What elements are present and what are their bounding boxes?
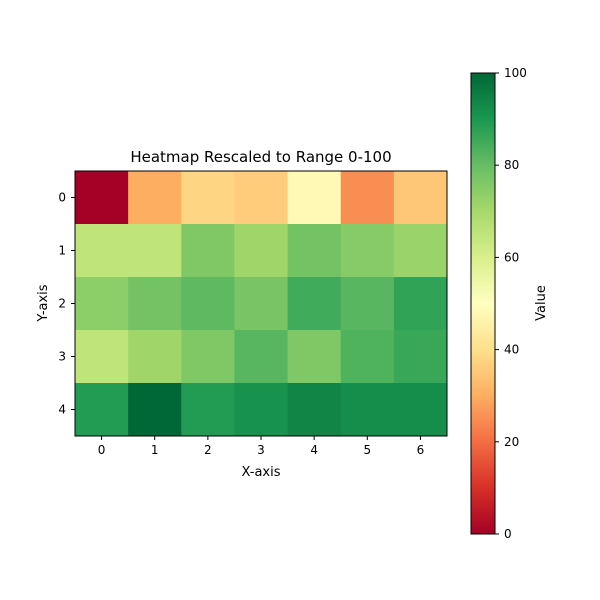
heatmap-cell-r1-c5 xyxy=(340,224,395,278)
x-tick-label: 4 xyxy=(310,443,318,457)
x-tick-label: 5 xyxy=(363,443,371,457)
heatmap-cell-r3-c2 xyxy=(181,330,235,384)
heatmap-cell-r4-c1 xyxy=(128,383,182,437)
colorbar-tick-label: 0 xyxy=(504,527,512,541)
heatmap-cell-r1-c3 xyxy=(234,224,288,278)
heatmap-cell-r4-c2 xyxy=(181,383,235,437)
heatmap-cell-r0-c1 xyxy=(128,171,182,225)
colorbar-tick-label: 100 xyxy=(504,66,527,80)
y-axis-label: Y-axis xyxy=(36,284,51,322)
heatmap-cell-r0-c0 xyxy=(75,171,129,225)
heatmap-cell-r2-c5 xyxy=(340,277,395,331)
x-tick-label: 1 xyxy=(151,443,159,457)
heatmap-cell-r3-c6 xyxy=(393,330,448,384)
heatmap-cell-r3-c5 xyxy=(340,330,395,384)
heatmap-cell-r2-c1 xyxy=(128,277,182,331)
colorbar-tick-label: 40 xyxy=(504,343,519,357)
colorbar-tick-label: 60 xyxy=(504,250,519,264)
heatmap-cell-r1-c0 xyxy=(75,224,129,278)
colorbar-tick-label: 20 xyxy=(504,435,519,449)
heatmap-cell-r1-c2 xyxy=(181,224,235,278)
x-axis-ticks: 0 1 2 3 4 5 6 xyxy=(98,436,424,457)
chart-title: Heatmap Rescaled to Range 0-100 xyxy=(130,148,391,166)
heatmap-cell-r1-c4 xyxy=(287,224,342,278)
heatmap-cell-r0-c5 xyxy=(340,171,395,225)
colorbar-tick-label: 80 xyxy=(504,158,519,172)
heatmap-cell-r4-c5 xyxy=(340,383,395,437)
heatmap-cell-r4-c6 xyxy=(393,383,448,437)
colorbar-ticks: 0 20 40 60 80 100 xyxy=(495,66,527,541)
heatmap-cell-r4-c0 xyxy=(75,383,129,437)
heatmap-cell-r2-c3 xyxy=(234,277,288,331)
heatmap-cell-r3-c0 xyxy=(75,330,129,384)
heatmap-cell-r4-c4 xyxy=(287,383,342,437)
heatmap-cell-r3-c4 xyxy=(287,330,342,384)
y-tick-label: 2 xyxy=(58,297,66,311)
y-axis-ticks: 0 1 2 3 4 xyxy=(58,191,75,417)
heatmap-cell-r2-c4 xyxy=(287,277,342,331)
heatmap-cell-r2-c0 xyxy=(75,277,129,331)
heatmap-cell-r0-c2 xyxy=(181,171,235,225)
heatmap-cells xyxy=(75,171,448,437)
colorbar xyxy=(470,72,496,535)
heatmap-cell-r0-c6 xyxy=(393,171,448,225)
x-tick-label: 2 xyxy=(204,443,212,457)
y-tick-label: 0 xyxy=(58,191,66,205)
x-tick-label: 0 xyxy=(98,443,106,457)
heatmap-cell-r0-c4 xyxy=(287,171,342,225)
heatmap-cell-r1-c6 xyxy=(393,224,448,278)
heatmap-cell-r4-c3 xyxy=(234,383,288,437)
heatmap-cell-r1-c1 xyxy=(128,224,182,278)
x-axis-label: X-axis xyxy=(242,465,281,480)
x-tick-label: 3 xyxy=(257,443,265,457)
heatmap-cell-r2-c6 xyxy=(393,277,448,331)
colorbar-label: Value xyxy=(534,285,549,321)
heatmap-cell-r3-c3 xyxy=(234,330,288,384)
heatmap-cell-r2-c2 xyxy=(181,277,235,331)
y-tick-label: 3 xyxy=(58,350,66,364)
heatmap-cell-r3-c1 xyxy=(128,330,182,384)
y-tick-label: 4 xyxy=(58,403,66,417)
y-tick-label: 1 xyxy=(58,244,66,258)
heatmap-cell-r0-c3 xyxy=(234,171,288,225)
x-tick-label: 6 xyxy=(417,443,425,457)
